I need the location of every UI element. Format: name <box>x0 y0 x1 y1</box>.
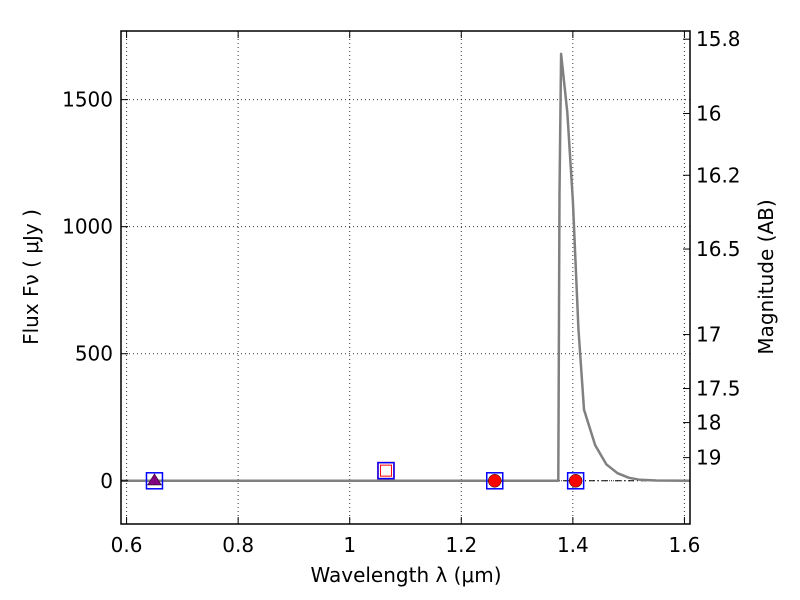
open-square-marker <box>566 472 585 490</box>
spectrum-line <box>121 52 691 483</box>
mag-tick-label: 17.5 <box>696 377 741 401</box>
x-tick-label: 1.4 <box>557 533 589 557</box>
y-tick-label: 1500 <box>62 88 113 112</box>
x-tick-label: 1 <box>343 533 356 557</box>
y-tick-label: 1000 <box>62 215 113 239</box>
y-tick-label: 0 <box>100 469 113 493</box>
circle-marker <box>488 474 502 488</box>
mag-tick-label: 16.5 <box>696 237 741 261</box>
mag-tick-label: 16.2 <box>696 163 741 187</box>
y2-axis-label: Magnitude (AB) <box>754 199 778 354</box>
open-square-inner-marker <box>379 464 392 477</box>
axis-ticks: 0.6 0.8 1 1.2 1.4 1.6 0 500 1000 1500 15.8 16 16.2 16… <box>62 27 740 557</box>
mag-tick-label: 19 <box>696 446 721 470</box>
mag-tick-label: 16 <box>696 101 721 125</box>
triangle-marker <box>147 473 162 486</box>
x-tick-label: 0.6 <box>111 533 143 557</box>
mag-tick-label: 17 <box>696 323 721 347</box>
y-axis-label: Flux Fν ( μJy ) <box>19 209 43 345</box>
plot-frame <box>120 30 691 525</box>
x-tick-label: 1.2 <box>445 533 477 557</box>
mag-tick-label: 15.8 <box>696 27 741 51</box>
x-tick-label: 0.8 <box>222 533 254 557</box>
grid <box>121 31 690 524</box>
open-square-marker <box>486 472 504 490</box>
open-square-outer-marker <box>377 461 395 480</box>
mag-tick-label: 18 <box>696 411 721 435</box>
y-tick-label: 500 <box>75 342 113 366</box>
plot-data <box>121 52 691 490</box>
open-square-marker <box>145 472 164 490</box>
x-axis-label: Wavelength λ (μm) <box>310 563 501 587</box>
circle-marker <box>568 474 583 488</box>
x-tick-label: 1.6 <box>669 533 701 557</box>
